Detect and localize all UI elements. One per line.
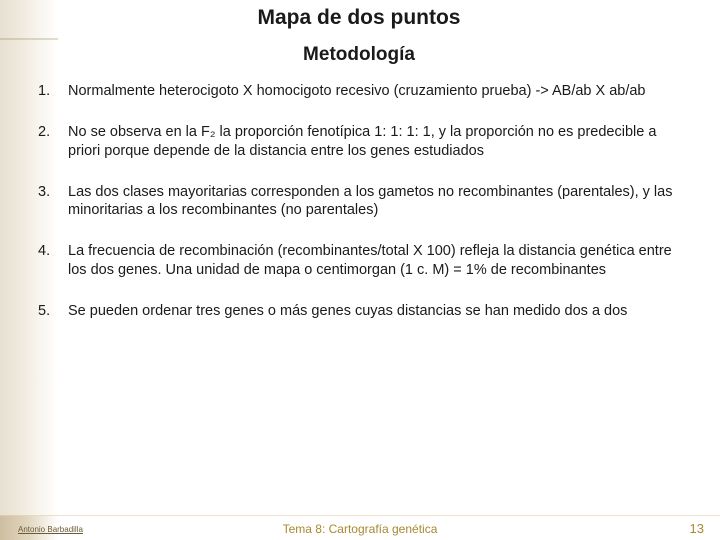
item-text: Normalmente heterocigoto X homocigoto re… xyxy=(68,82,680,101)
list-item: 2. No se observa en la F₂ la proporción … xyxy=(38,123,680,161)
footer-topic: Tema 8: Cartografía genética xyxy=(283,522,438,536)
item-number: 2. xyxy=(38,123,68,161)
item-text: Se pueden ordenar tres genes o más genes… xyxy=(68,302,680,321)
item-number: 5. xyxy=(38,302,68,321)
slide-title: Mapa de dos puntos xyxy=(38,6,680,30)
item-number: 1. xyxy=(38,82,68,101)
item-text: Las dos clases mayoritarias corresponden… xyxy=(68,183,680,221)
list-item: 3. Las dos clases mayoritarias correspon… xyxy=(38,183,680,221)
item-number: 4. xyxy=(38,242,68,280)
methodology-list: 1. Normalmente heterocigoto X homocigoto… xyxy=(38,82,680,321)
list-item: 4. La frecuencia de recombinación (recom… xyxy=(38,242,680,280)
footer-divider xyxy=(0,515,720,516)
slide-content: Mapa de dos puntos Metodología 1. Normal… xyxy=(0,0,720,321)
item-number: 3. xyxy=(38,183,68,221)
slide-footer: Antonio Barbadilla Tema 8: Cartografía g… xyxy=(0,512,720,540)
item-text: No se observa en la F₂ la proporción fen… xyxy=(68,123,680,161)
slide-subtitle: Metodología xyxy=(38,44,680,66)
list-item: 5. Se pueden ordenar tres genes o más ge… xyxy=(38,302,680,321)
list-item: 1. Normalmente heterocigoto X homocigoto… xyxy=(38,82,680,101)
footer-page-number: 13 xyxy=(690,521,704,536)
footer-author: Antonio Barbadilla xyxy=(18,525,83,534)
item-text: La frecuencia de recombinación (recombin… xyxy=(68,242,680,280)
